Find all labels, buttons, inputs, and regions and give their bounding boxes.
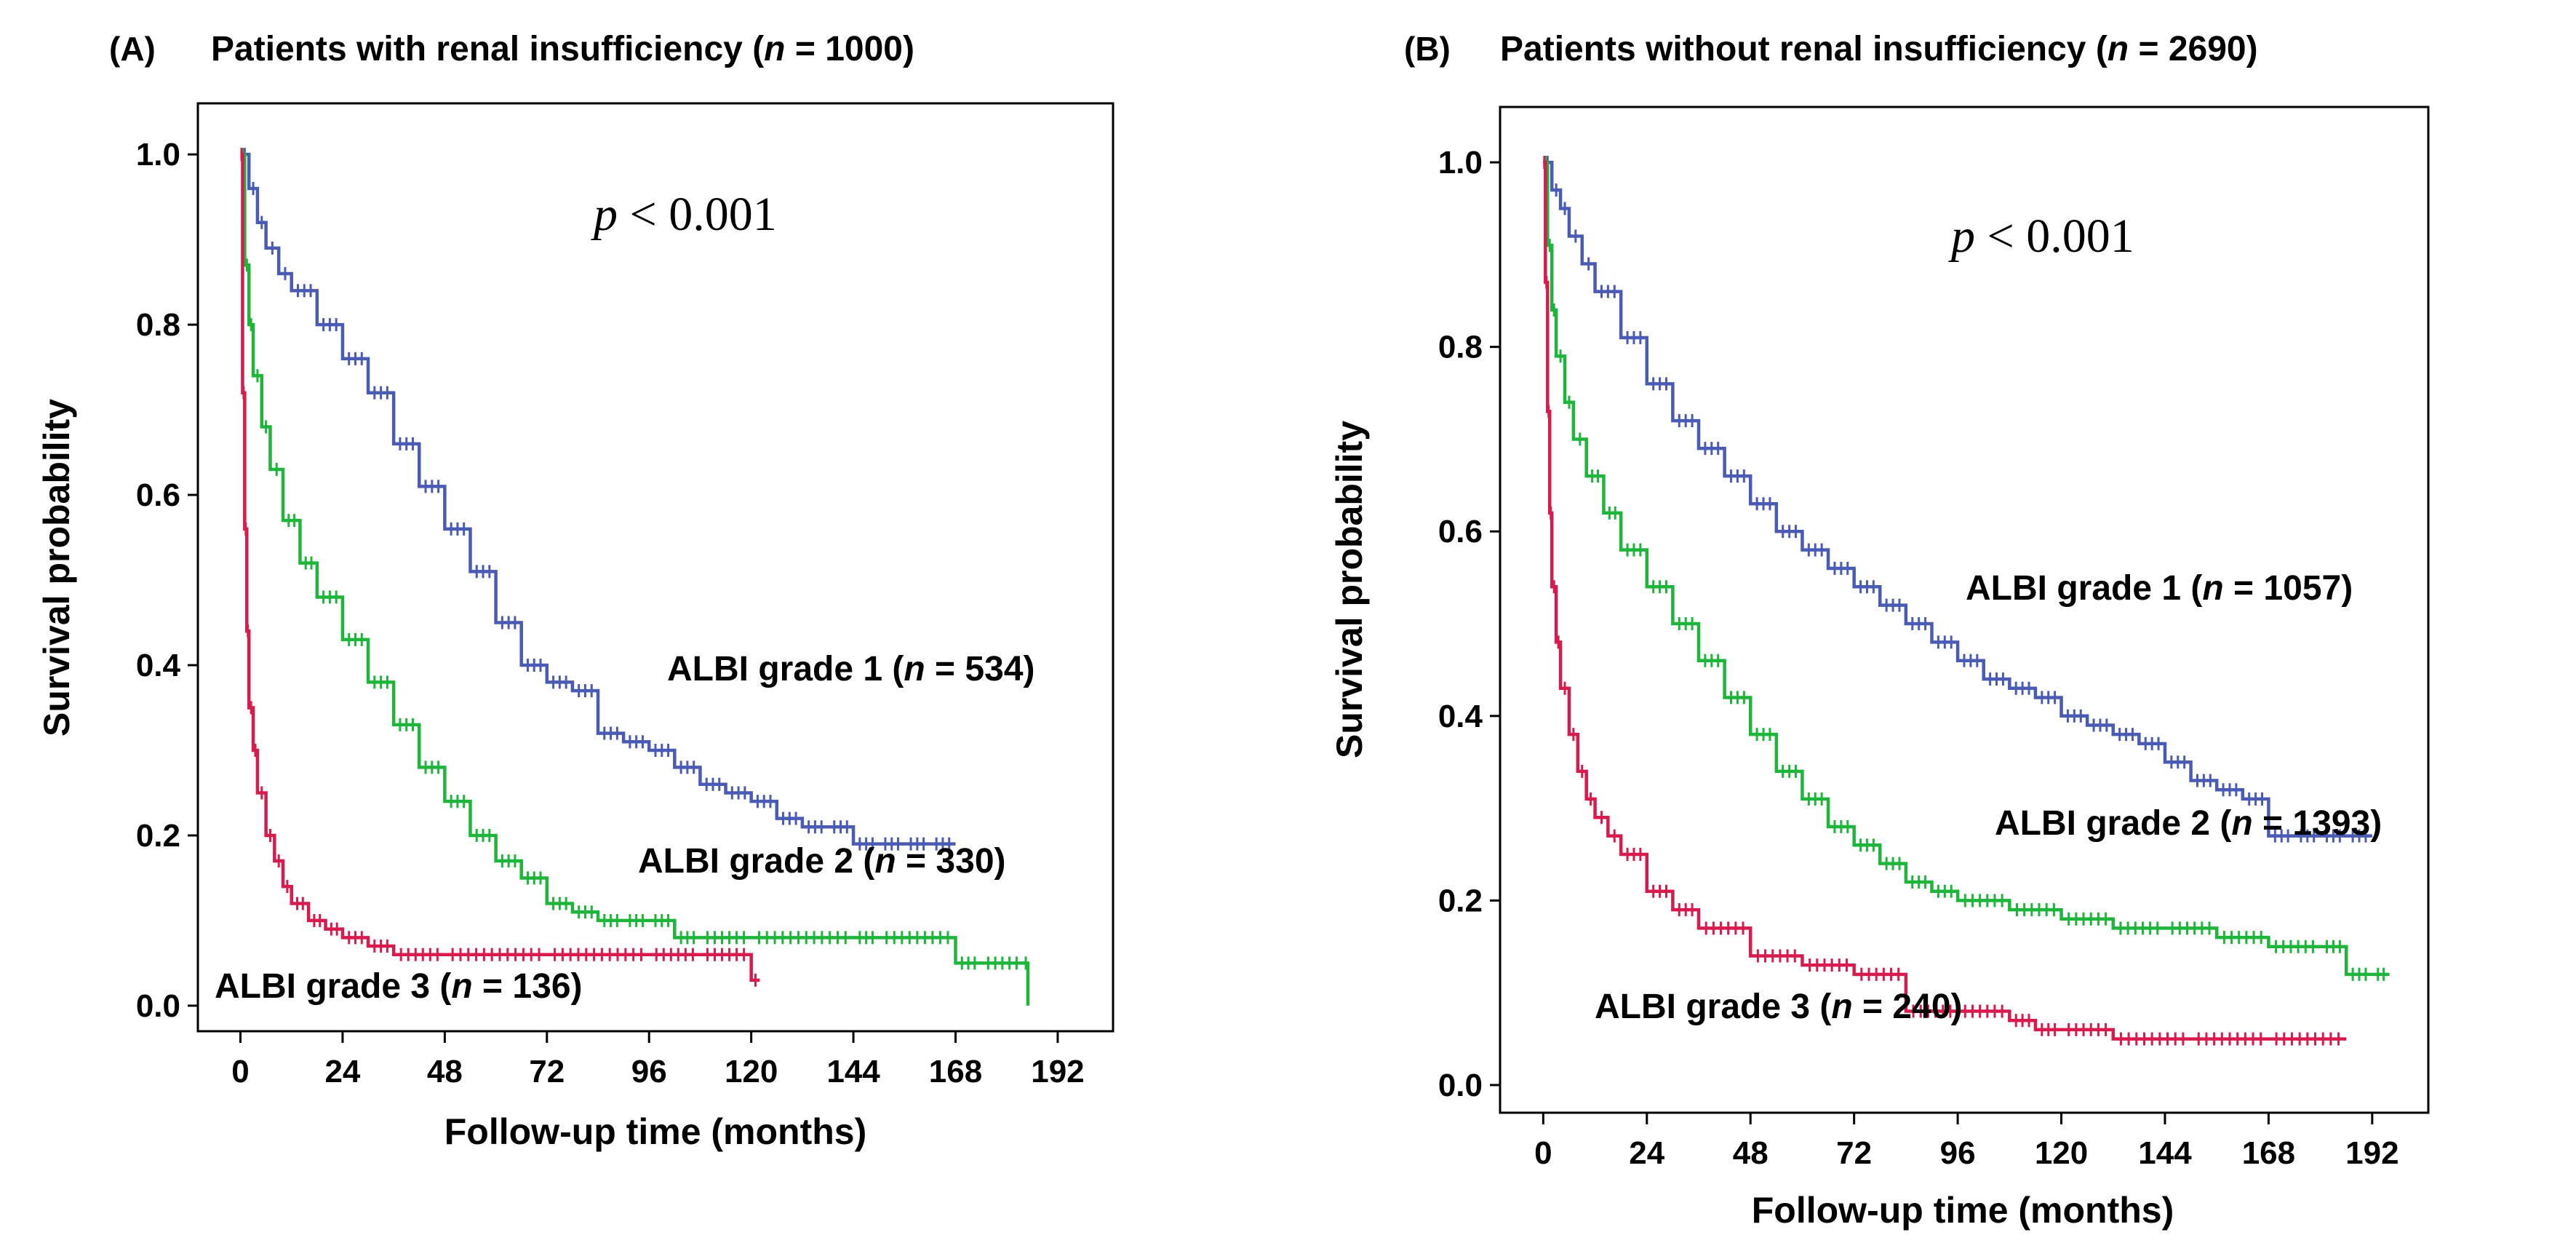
panel-a-y-tick-label: 1.0 [136,137,180,172]
panel-a-x-tick-label: 72 [529,1054,565,1089]
panel-b-curves [1543,156,2390,1046]
panel-b-series-label-grade-2: ALBI grade 2 (n = 1393) [1995,804,2382,843]
panel-a-title: Patients with renal insufficiency (n = 1… [211,30,914,68]
panel-a-x-tick-label: 192 [1031,1054,1084,1089]
panel-b-y-tick-label: 0.2 [1438,883,1483,918]
panel-b-y-tick-label: 0.8 [1438,330,1483,365]
panel-b-series-label-grade-1: ALBI grade 1 (n = 1057) [1966,569,2353,608]
panel-b-y-tick-label: 1.0 [1438,145,1483,180]
panel-b-x-tick-label: 48 [1733,1135,1768,1171]
panel-a-x-tick-label: 144 [826,1054,880,1089]
panel-b-y-axis-title: Survival probability [1329,421,1370,758]
panel-b-plot-frame [1499,106,2430,1114]
panel-b-curve-grade-1 [1543,160,2372,838]
panel-a-x-tick-label: 24 [324,1054,360,1089]
panel-a-series-label-grade-1: ALBI grade 1 (n = 534) [667,650,1035,688]
panel-a-y-tick-label: 0.8 [136,307,180,343]
panel-a-curves [240,148,1030,1006]
panel-a-censor-marks-grade-2 [241,148,1027,970]
panel-a-x-tick-label: 120 [725,1054,778,1089]
panel-a-series-label-grade-3: ALBI grade 3 (n = 136) [215,967,583,1006]
panel-a-label: (A) [109,30,156,68]
panel-b-x-tick-label: 72 [1836,1135,1872,1171]
panel-b-x-axis: 0 24 48 72 96 120 144 168 192 [1534,1113,2399,1171]
panel-b-x-tick-label: 192 [2345,1135,2398,1171]
panel-a-x-tick-label: 0 [231,1054,249,1089]
panel-a-y-tick-label: 0.2 [136,818,180,854]
panel-a-x-tick-label: 168 [929,1054,982,1089]
panel-a-curve-grade-1 [240,152,956,846]
panel-a-y-axis-title: Survival probability [36,399,77,736]
panel-b-censor-marks-grade-3 [1543,156,2340,1046]
panel-a-x-tick-label: 48 [427,1054,463,1089]
panel-a-series-label-grade-2: ALBI grade 2 (n = 330) [638,842,1006,881]
panel-b-x-tick-label: 24 [1629,1135,1664,1171]
panel-a-p-value: p < 0.001 [591,188,777,241]
panel-b-y-tick-label: 0.6 [1438,514,1483,549]
panel-b-x-axis-title: Follow-up time (months) [1752,1190,2174,1231]
panel-b-label: (B) [1404,30,1451,68]
panel-b: (B) Patients without renal insufficiency… [1329,30,2430,1231]
panel-b-censor-marks-grade-2 [1544,156,2385,981]
panel-b-x-tick-label: 120 [2035,1135,2088,1171]
panel-a-x-axis-title: Follow-up time (months) [444,1111,866,1152]
panel-b-x-tick-label: 144 [2138,1135,2192,1171]
panel-a-x-tick-label: 96 [631,1054,667,1089]
panel-a-y-tick-label: 0.0 [136,988,180,1024]
panel-a-censor-marks-grade-3 [240,148,757,987]
panel-a-y-tick-label: 0.4 [136,648,181,683]
panel-b-p-value: p < 0.001 [1948,210,2134,263]
panel-a-curve-grade-2 [240,152,1030,1006]
panel-b-y-axis: 0.0 0.2 0.4 0.6 0.8 1.0 [1438,145,1500,1103]
panel-a-y-axis: 0.0 0.2 0.4 0.6 0.8 1.0 [136,137,198,1024]
panel-a-x-axis: 0 24 48 72 96 120 144 168 192 [231,1031,1085,1089]
panel-b-censor-marks-grade-1 [1546,156,2367,843]
panel-b-x-tick-label: 168 [2242,1135,2295,1171]
panel-b-series-label-grade-3: ALBI grade 3 (n = 240) [1595,988,1963,1026]
panel-b-x-tick-label: 0 [1534,1135,1552,1171]
panel-b-y-tick-label: 0.0 [1438,1068,1483,1103]
panel-a-plot-frame [196,102,1114,1033]
panel-b-title: Patients without renal insufficiency (n … [1500,30,2258,68]
panel-b-y-tick-label: 0.4 [1438,699,1483,734]
panel-a-y-tick-label: 0.6 [136,477,180,513]
panel-b-curve-grade-2 [1543,160,2390,977]
panel-a-censor-marks-grade-1 [243,148,951,851]
panel-b-x-tick-label: 96 [1940,1135,1976,1171]
panel-a: (A) Patients with renal insufficiency (n… [36,30,1114,1152]
